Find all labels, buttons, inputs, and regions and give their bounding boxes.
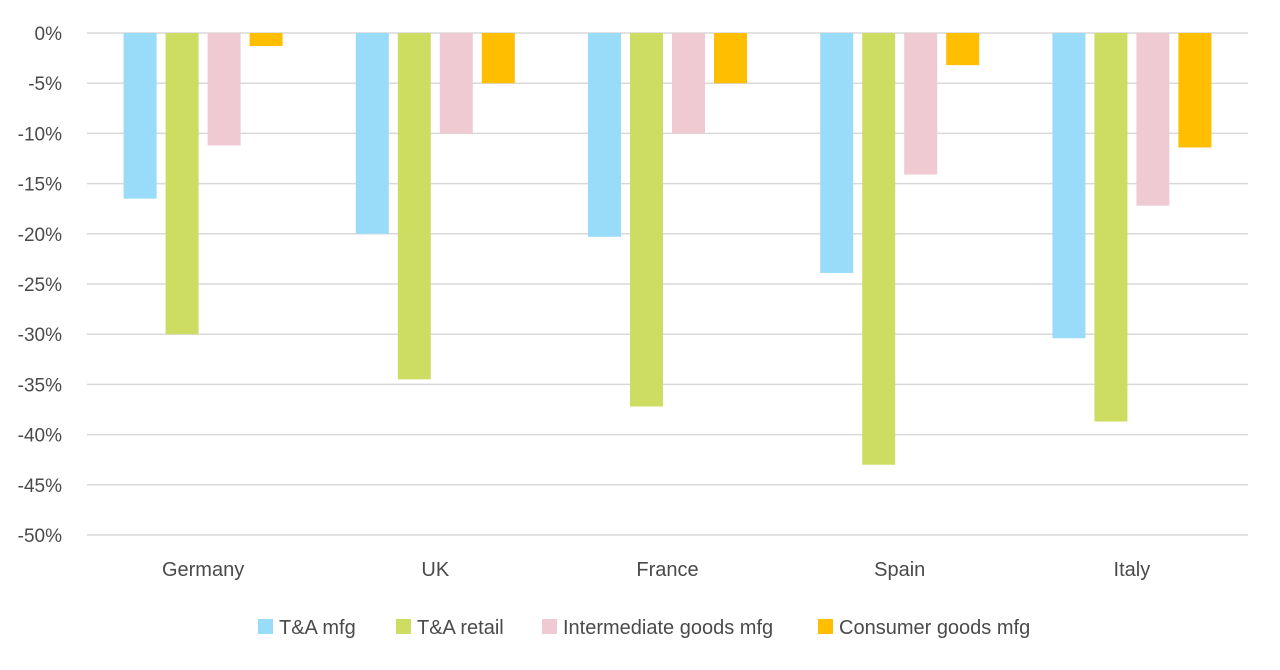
- bar-germany-series-1: [123, 33, 157, 199]
- y-tick-label: -35%: [18, 375, 62, 396]
- category-label: Italy: [1114, 559, 1151, 581]
- category-label: France: [636, 559, 698, 581]
- gridlines: [87, 32, 1248, 536]
- legend-label: T&A mfg: [279, 617, 356, 639]
- bar-italy-series-3: [1136, 33, 1170, 206]
- bar-germany-series-3: [207, 33, 241, 146]
- category-label: UK: [421, 559, 449, 581]
- x-axis-categories: Germany UK France Spain Italy: [162, 559, 1150, 581]
- bar-france-series-1: [588, 33, 621, 237]
- legend-swatch: [258, 619, 273, 634]
- y-tick-label: 0%: [35, 24, 63, 45]
- bar-germany-series-4: [249, 33, 283, 47]
- bar-germany-series-2: [165, 33, 199, 335]
- legend-label: T&A retail: [417, 617, 504, 639]
- y-tick-label: -40%: [18, 426, 62, 447]
- bar-italy-series-2: [1094, 33, 1128, 422]
- legend-label: Intermediate goods mfg: [563, 617, 773, 639]
- y-tick-label: -10%: [18, 124, 62, 145]
- bar-spain-series-3: [904, 33, 938, 175]
- y-tick-label: -45%: [18, 476, 62, 497]
- bar-france-series-2: [630, 33, 663, 407]
- category-label: Spain: [874, 559, 925, 581]
- category-label: Germany: [162, 559, 244, 581]
- bar-italy-series-1: [1052, 33, 1086, 339]
- bar-uk-series-2: [397, 33, 431, 380]
- legend-swatch: [542, 619, 557, 634]
- y-axis-ticks: 0% -5% -10% -15% -20% -25% -30% -35% -40% -45% -50…: [18, 24, 62, 547]
- bars: [123, 33, 1212, 465]
- legend-swatch: [396, 619, 411, 634]
- y-tick-label: -15%: [18, 175, 62, 196]
- legend-swatch: [818, 619, 833, 634]
- legend-label: Consumer goods mfg: [839, 617, 1030, 639]
- bar-spain-series-2: [862, 33, 896, 465]
- y-tick-label: -5%: [28, 74, 62, 95]
- bar-italy-series-4: [1178, 33, 1212, 148]
- bar-spain-series-1: [820, 33, 854, 273]
- y-tick-label: -30%: [18, 325, 62, 346]
- bar-uk-series-4: [481, 33, 515, 84]
- y-tick-label: -20%: [18, 225, 62, 246]
- bar-uk-series-1: [355, 33, 389, 234]
- y-tick-label: -50%: [18, 526, 62, 547]
- bar-spain-series-4: [946, 33, 980, 66]
- bar-france-series-4: [714, 33, 747, 84]
- bar-uk-series-3: [439, 33, 473, 134]
- y-tick-label: -25%: [18, 275, 62, 296]
- bar-france-series-3: [672, 33, 705, 134]
- legend: T&A mfg T&A retail Intermediate goods mfg C…: [258, 617, 1030, 639]
